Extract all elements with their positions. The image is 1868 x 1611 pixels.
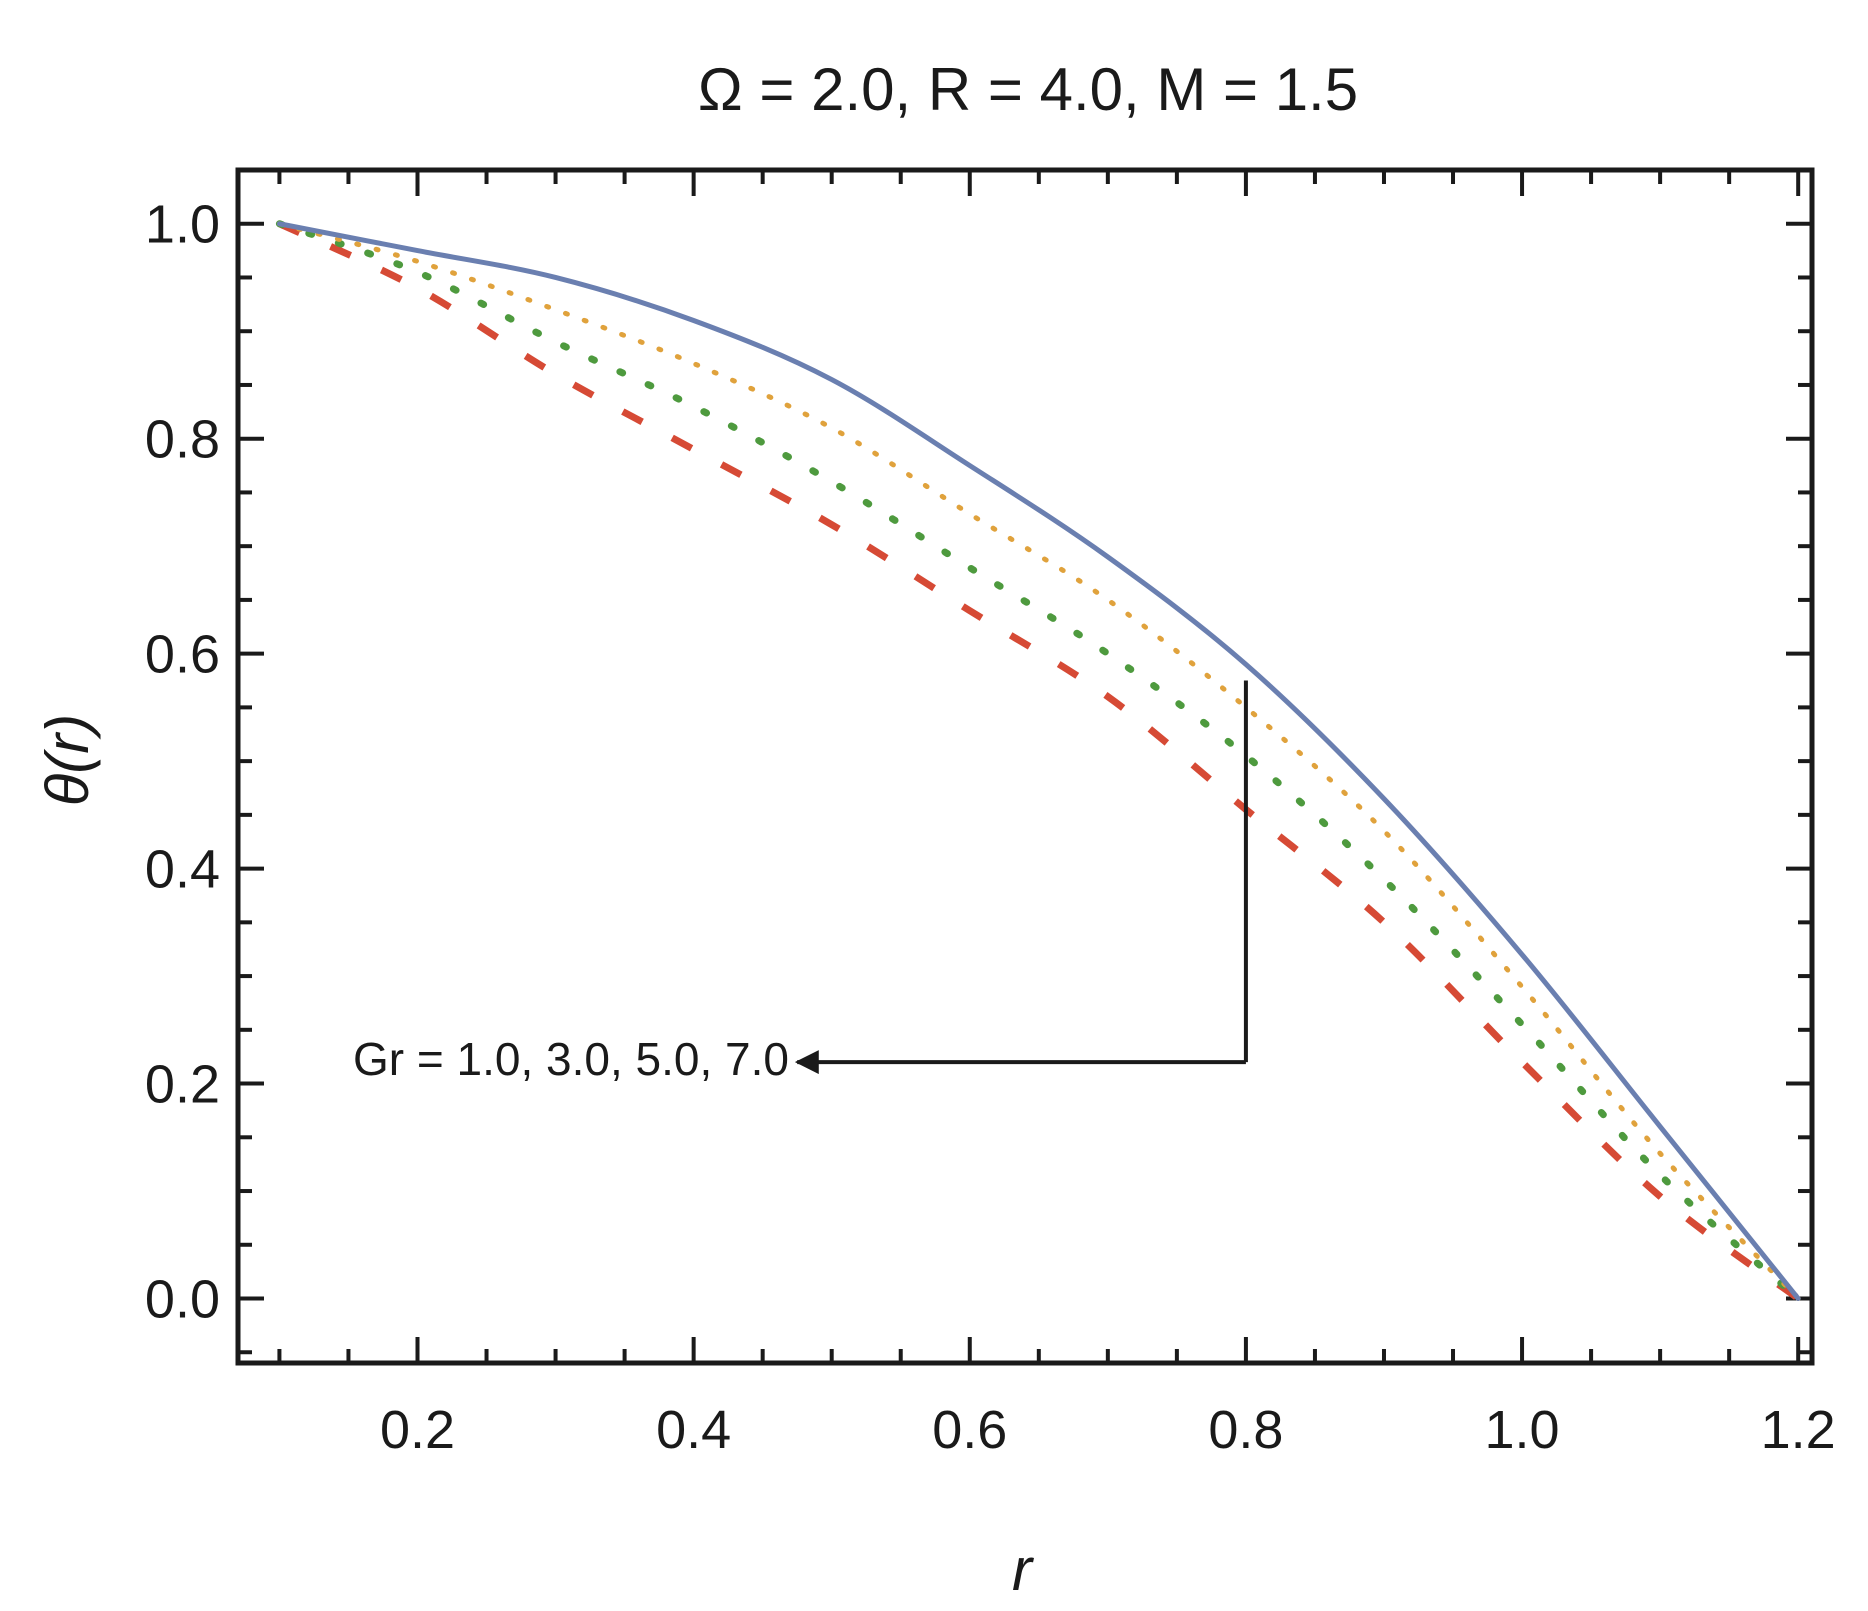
series-line-2 <box>276 221 1801 1302</box>
y-axis-label: θ(r) <box>34 714 101 807</box>
y-tick-label: 0.6 <box>145 625 220 685</box>
y-tick-label: 0.0 <box>145 1270 220 1330</box>
x-tick-label: 0.2 <box>380 1400 455 1460</box>
y-tick-label: 0.2 <box>145 1055 220 1115</box>
x-tick-label: 0.6 <box>932 1400 1007 1460</box>
plot-frame <box>235 167 1815 1366</box>
x-tick-label: 0.8 <box>1208 1400 1283 1460</box>
series-line-3 <box>275 220 1802 1303</box>
chart-title: Ω = 2.0, R = 4.0, M = 1.5 <box>698 56 1358 123</box>
gr-annotation-label: Gr = 1.0, 3.0, 5.0, 7.0 <box>353 1033 789 1085</box>
y-tick-label: 0.4 <box>145 840 220 900</box>
y-tick-label: 0.8 <box>145 410 220 470</box>
y-tick-label: 1.0 <box>145 195 220 255</box>
x-tick-label: 1.0 <box>1485 1400 1560 1460</box>
series-line-4 <box>277 220 1801 1302</box>
series-line-1 <box>276 221 1801 1302</box>
x-tick-label: 1.2 <box>1761 1400 1836 1460</box>
x-tick-label: 0.4 <box>656 1400 731 1460</box>
x-axis-label: r <box>1012 1536 1034 1603</box>
